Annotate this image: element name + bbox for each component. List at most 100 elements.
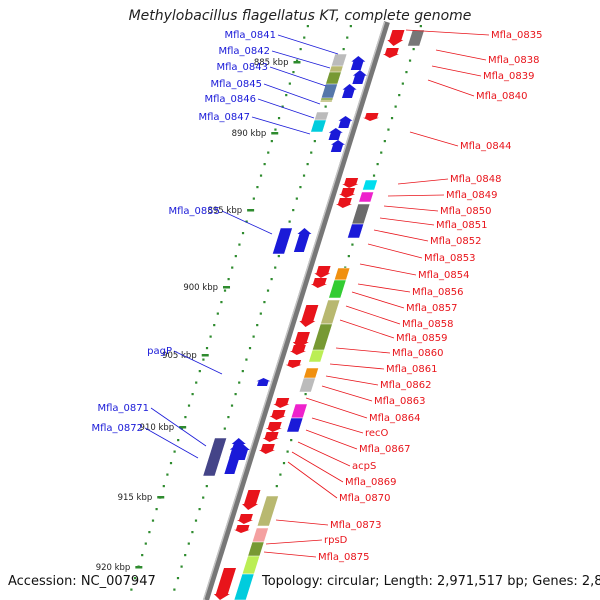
gene-label-left: Mfla_0871 [97, 403, 149, 414]
track-dot [180, 427, 183, 430]
track-dot [259, 312, 262, 315]
gene-arrow-forward [237, 514, 254, 524]
gene-arrow-forward [342, 178, 359, 188]
track-dot [234, 393, 237, 396]
leader-line-right [305, 397, 368, 419]
gene-block-forward [351, 203, 371, 225]
label-leaders [144, 29, 490, 558]
leader-line-right [397, 178, 449, 185]
gene-label-left: pagP [147, 346, 172, 357]
gene-block-forward [241, 555, 261, 575]
topology-text: Topology: circular; Length: 2,971,517 bp… [262, 574, 600, 589]
track-dot [245, 358, 248, 361]
track-dot [306, 163, 309, 166]
track-dot [227, 416, 230, 419]
track-dot [241, 232, 245, 235]
track-dot [169, 462, 173, 465]
gene-block-reverse [320, 83, 338, 99]
track-dot [231, 266, 234, 269]
track-dot [277, 117, 281, 120]
gene-label-right: Mfla_0852 [430, 236, 482, 247]
track-dot [263, 301, 266, 304]
gene-label-right: Mfla_0854 [418, 270, 470, 281]
gene-label-right: Mfla_0862 [380, 380, 432, 391]
track-dot [191, 393, 194, 396]
track-dot [310, 151, 313, 154]
gene-label-right: Mfla_0844 [460, 141, 512, 152]
gene-features [202, 29, 425, 600]
track-dot [130, 588, 133, 591]
leader-line-right [379, 217, 435, 226]
leader-line-right [387, 194, 445, 197]
gene-block-reverse [202, 437, 228, 477]
genome-backbone [202, 21, 390, 600]
track-dot [277, 255, 280, 258]
gene-label-left: Mfla_0842 [218, 46, 270, 57]
gene-block-forward [346, 223, 365, 239]
track-dot [238, 381, 241, 384]
leader-line-left [263, 83, 321, 105]
gene-arrow-reverse [352, 70, 367, 84]
leader-line-right [329, 363, 385, 370]
track-dot [148, 531, 151, 534]
track-dot [304, 393, 307, 396]
gene-label-right: Mfla_0875 [318, 552, 370, 563]
track-dot [166, 473, 169, 476]
track-dot [202, 358, 205, 361]
track-dot [173, 450, 176, 453]
gene-arrow-forward [336, 198, 353, 208]
track-dot [230, 404, 234, 407]
track-dot [252, 335, 255, 338]
leader-line-left [271, 50, 331, 69]
tick-mark [247, 209, 255, 212]
track-dot [419, 25, 422, 28]
gene-block-forward [256, 495, 279, 527]
leader-line-right [339, 319, 395, 339]
leader-line-right [275, 519, 329, 526]
gene-arrow-forward [242, 490, 261, 510]
leader-line-left [257, 98, 315, 119]
track-dot [387, 128, 390, 131]
tick-mark [223, 286, 231, 289]
tick-mark [293, 61, 301, 64]
gene-block-forward [290, 403, 308, 419]
tick-label: 895 kbp [207, 206, 242, 216]
track-dot [198, 370, 201, 373]
gene-label-right: Mfla_0849 [446, 190, 498, 201]
leader-line-right [405, 29, 490, 36]
tick-mark [157, 496, 165, 499]
gene-block-forward [407, 29, 425, 47]
leader-line-left [221, 210, 273, 235]
genome-title: Methylobacillus flagellatus KT, complete… [128, 8, 472, 24]
gene-label-right: Mfla_0848 [450, 174, 502, 185]
leader-line-right [335, 347, 391, 354]
track-dot [216, 312, 219, 315]
gene-label-right: Mfla_0863 [374, 396, 426, 407]
gene-arrow-forward [339, 188, 356, 198]
tick-label: 905 kbp [162, 351, 197, 361]
gene-block-forward [308, 349, 325, 363]
gene-labels: Mfla_0841 Mfla_0842 Mfla_0843 Mfla_0845 Mfla… [91, 30, 542, 563]
leader-line-right [383, 205, 439, 212]
gene-label-right: Mfla_0859 [396, 333, 448, 344]
scale-ticks: 885 kbp 890 kbp 895 kbp 900 kbp 905 kbp 910 k… [96, 58, 301, 573]
track-dot [259, 174, 263, 177]
gene-arrow-forward [285, 360, 302, 368]
track-dot [398, 94, 401, 97]
track-dot [195, 381, 198, 384]
track-dot [245, 220, 248, 223]
track-dot [351, 243, 354, 246]
backbone-highlight [202, 21, 386, 600]
track-dot [267, 151, 270, 154]
gene-block-forward [286, 417, 304, 433]
track-dot [213, 324, 216, 327]
tick-label: 885 kbp [254, 58, 289, 68]
gene-arrow-forward [310, 278, 327, 288]
leader-line-right [431, 65, 482, 77]
gene-label-left: Mfla_0843 [216, 62, 268, 73]
track-dot [133, 577, 137, 580]
gene-block-reverse [310, 119, 327, 133]
track-dot [302, 174, 306, 177]
gene-label-right: Mfla_0869 [345, 477, 397, 488]
leader-line-right [305, 429, 358, 450]
